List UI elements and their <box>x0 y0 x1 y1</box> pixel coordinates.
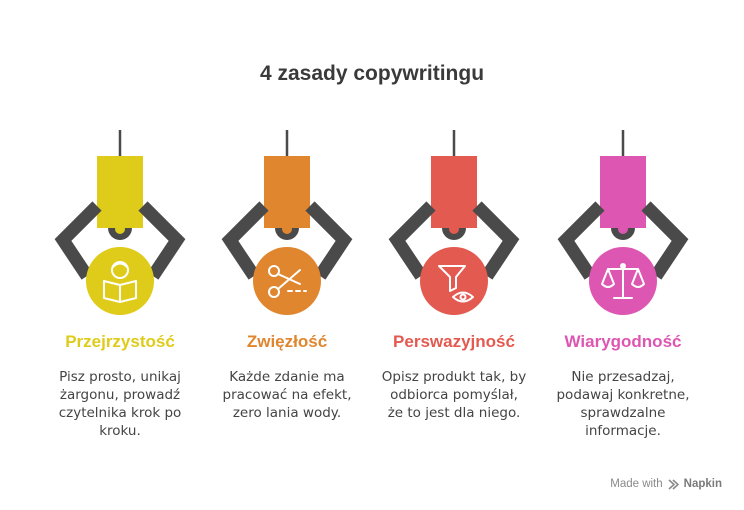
card-title: Zwięzłość <box>246 332 328 351</box>
card-description: Nie przesadzaj, podawaj konkretne, spraw… <box>556 369 690 439</box>
card-title: Przejrzystość <box>65 332 175 351</box>
card-przejrzystosc: Przejrzystość Pisz prosto, unikaj żargon… <box>35 0 205 510</box>
claw-graphic <box>557 130 689 315</box>
footer-brand: Napkin <box>683 478 722 490</box>
card-wiarygodnosc: Wiarygodność Nie przesadzaj, podawaj kon… <box>538 0 708 510</box>
claw-body <box>264 156 310 228</box>
claw-graphic <box>54 130 186 315</box>
card-circle <box>86 247 154 315</box>
card-title: Wiarygodność <box>564 332 682 351</box>
card-circle <box>420 247 488 315</box>
claw-body <box>431 156 477 228</box>
balance-scale-icon <box>601 263 645 299</box>
scissors-icon <box>268 265 307 298</box>
reading-person-icon <box>103 261 137 303</box>
card-title: Perswazyjność <box>393 332 515 351</box>
funnel-eye-icon <box>438 265 474 303</box>
card-description: Opisz produkt tak, by odbiorca pomyślał,… <box>381 369 527 421</box>
claw-body <box>97 156 143 228</box>
page-title: 4 zasady copywritingu <box>259 62 485 85</box>
napkin-logo-icon <box>668 478 679 490</box>
footer-prefix: Made with <box>610 478 663 490</box>
claw-graphic <box>388 130 520 315</box>
card-description: Każde zdanie ma pracować na efekt, zero … <box>222 369 352 421</box>
made-with-footer[interactable]: Made with Napkin <box>610 478 722 490</box>
claw-body <box>600 156 646 228</box>
card-description: Pisz prosto, unikaj żargonu, prowadź czy… <box>58 369 182 439</box>
claw-graphic <box>221 130 353 315</box>
card-zwiezlosc: Zwięzłość Każde zdanie ma pracować na ef… <box>202 0 372 510</box>
card-perswazyjnosc: Perswazyjność Opisz produkt tak, by odbi… <box>369 0 539 510</box>
